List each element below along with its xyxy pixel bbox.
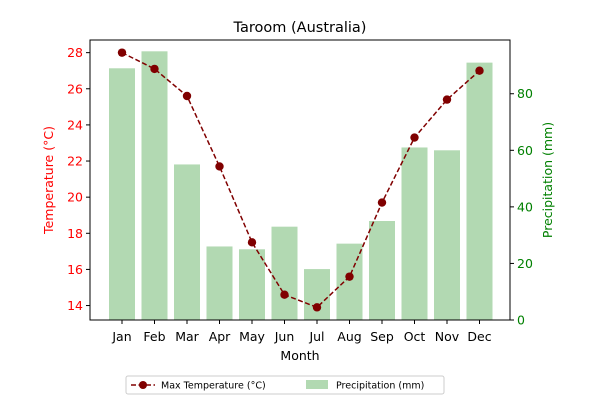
left-y-tick-label: 28 <box>67 45 83 60</box>
temperature-point <box>378 198 386 206</box>
temperature-point <box>410 133 418 141</box>
right-y-tick-label: 20 <box>517 256 533 271</box>
left-y-tick-label: 20 <box>67 190 83 205</box>
precipitation-bars <box>109 51 493 320</box>
precipitation-bar <box>467 63 493 320</box>
x-tick-label: Nov <box>435 329 460 344</box>
temperature-point <box>443 95 451 103</box>
x-tick-label: Feb <box>143 329 165 344</box>
left-y-tick-label: 14 <box>67 298 83 313</box>
precipitation-bar <box>369 221 395 320</box>
x-tick-label: Sep <box>370 329 394 344</box>
x-tick-label: Oct <box>404 329 426 344</box>
x-axis-ticks: Jan Feb Mar Apr May Jun Jul Aug Sep Oct Nov Dec <box>111 320 491 344</box>
legend-bar-swatch <box>306 380 328 389</box>
x-tick-label: Jan <box>111 329 131 344</box>
left-y-axis-label: Temperature (°C) <box>41 126 56 235</box>
legend: Max Temperature (°C) Precipitation (mm) <box>126 376 444 394</box>
x-tick-label: Jun <box>274 329 295 344</box>
right-y-tick-label: 60 <box>517 143 533 158</box>
precipitation-bar <box>207 246 233 320</box>
x-axis-label: Month <box>280 348 319 363</box>
precipitation-bar <box>337 244 363 320</box>
temperature-point <box>248 238 256 246</box>
precipitation-bar <box>402 147 428 320</box>
left-y-axis-ticks: 14 16 18 20 22 24 26 28 <box>67 45 90 313</box>
temperature-line <box>118 48 484 311</box>
right-y-axis-ticks: 0 20 40 60 80 <box>510 86 533 327</box>
temperature-point <box>215 162 223 170</box>
x-tick-label: Mar <box>175 329 199 344</box>
right-y-tick-label: 0 <box>517 313 525 328</box>
right-y-tick-label: 40 <box>517 199 533 214</box>
x-tick-label: Dec <box>467 329 491 344</box>
right-y-axis-label: Precipitation (mm) <box>540 122 555 238</box>
temperature-point <box>150 65 158 73</box>
left-y-tick-label: 18 <box>67 226 83 241</box>
temperature-point <box>183 92 191 100</box>
x-tick-label: Apr <box>209 329 231 344</box>
x-tick-label: May <box>239 329 265 344</box>
precipitation-bar <box>272 227 298 320</box>
temperature-point <box>313 303 321 311</box>
precipitation-bar <box>304 269 330 320</box>
temperature-point <box>118 48 126 56</box>
legend-marker-swatch <box>139 381 147 389</box>
temperature-point <box>475 67 483 75</box>
precipitation-bar <box>239 249 265 320</box>
legend-label-temperature: Max Temperature (°C) <box>161 381 266 392</box>
right-y-tick-label: 80 <box>517 86 533 101</box>
left-y-tick-label: 22 <box>67 154 83 169</box>
left-y-tick-label: 16 <box>67 262 83 277</box>
x-tick-label: Jul <box>308 329 324 344</box>
left-y-tick-label: 24 <box>67 117 83 132</box>
temperature-point <box>345 272 353 280</box>
left-y-tick-label: 26 <box>67 81 83 96</box>
chart-title: Taroom (Australia) <box>233 20 367 36</box>
temperature-point <box>280 291 288 299</box>
precipitation-bar <box>142 51 168 320</box>
precipitation-bar <box>109 68 135 320</box>
legend-label-precipitation: Precipitation (mm) <box>336 381 424 392</box>
x-tick-label: Aug <box>337 329 361 344</box>
precipitation-bar <box>174 164 200 320</box>
precipitation-bar <box>434 150 460 320</box>
